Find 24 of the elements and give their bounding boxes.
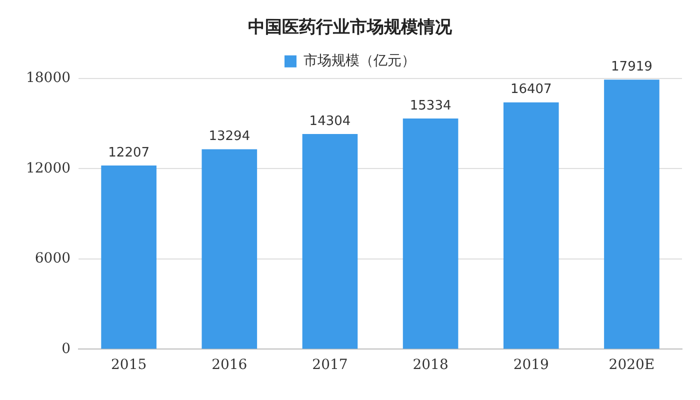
bar xyxy=(503,102,559,349)
x-tick-label: 2017 xyxy=(312,357,348,374)
data-label: 14304 xyxy=(309,114,351,129)
y-tick-label: 0 xyxy=(62,340,71,357)
data-label: 12207 xyxy=(108,145,150,160)
bar xyxy=(202,149,258,349)
x-tick-label: 2020E xyxy=(608,357,655,374)
bar xyxy=(604,80,660,349)
y-tick-label: 18000 xyxy=(26,70,71,86)
y-tick-label: 6000 xyxy=(34,250,71,267)
x-tick-label: 2019 xyxy=(513,357,549,374)
x-tick-label: 2018 xyxy=(412,357,448,374)
x-tick-label: 2015 xyxy=(111,357,147,374)
bar xyxy=(302,134,358,349)
bar xyxy=(402,118,458,349)
x-tick-label: 2016 xyxy=(212,357,248,374)
data-label: 13294 xyxy=(208,129,250,144)
legend-label: 市场规模（亿元） xyxy=(304,53,416,70)
y-tick-label: 12000 xyxy=(26,160,71,176)
data-label: 17919 xyxy=(611,59,652,74)
chart-title: 中国医药行业市场规模情况 xyxy=(248,18,453,38)
bar xyxy=(101,166,156,349)
data-label: 15334 xyxy=(410,98,452,114)
data-label: 16407 xyxy=(510,82,552,98)
